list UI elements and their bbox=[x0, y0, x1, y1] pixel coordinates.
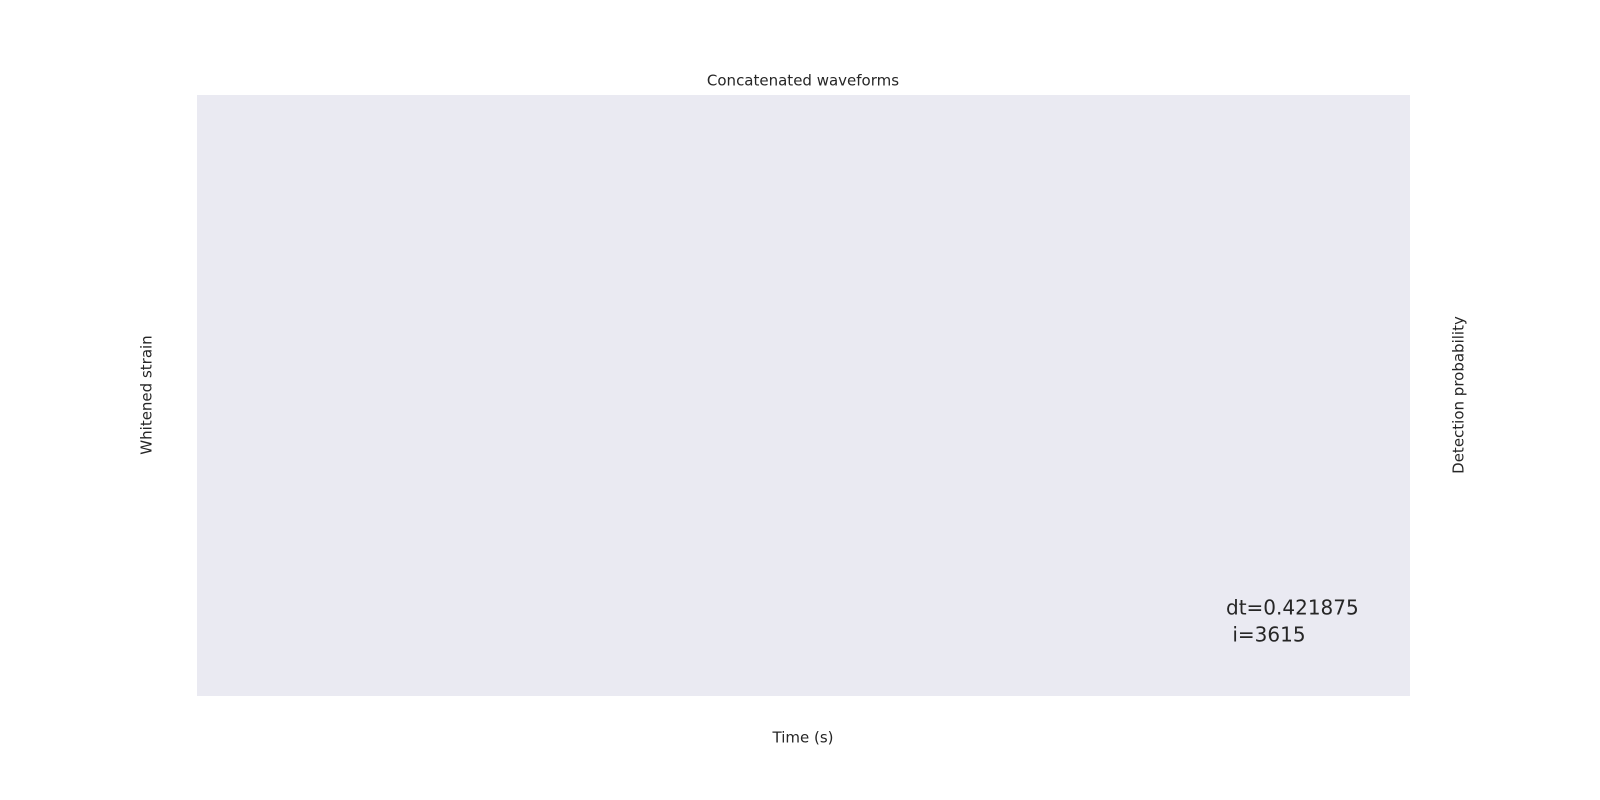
plot-area bbox=[197, 95, 1410, 696]
y-axis-label: Whitened strain bbox=[138, 335, 156, 454]
chart-title: Concatenated waveforms bbox=[707, 72, 899, 90]
x-axis-label: Time (s) bbox=[772, 729, 834, 747]
annotation: dt=0.421875 bbox=[1226, 596, 1359, 620]
annotation: i=3615 bbox=[1226, 623, 1306, 647]
y2-axis-label: Detection probability bbox=[1450, 316, 1468, 474]
